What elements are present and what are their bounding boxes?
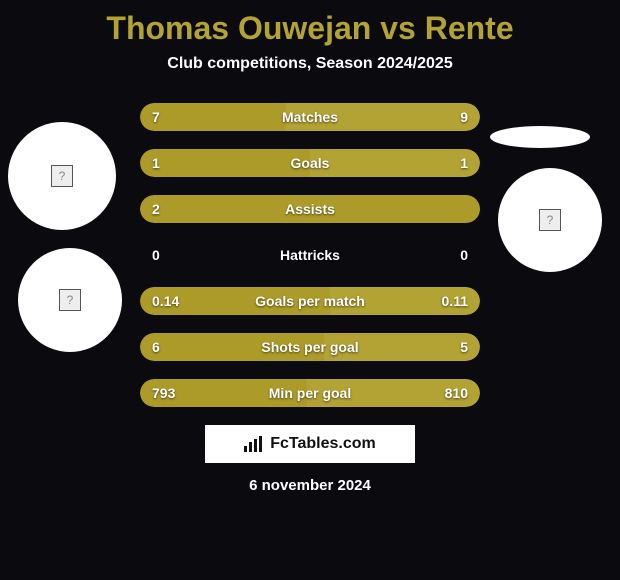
stat-row: 6 Shots per goal 5 <box>140 333 480 361</box>
footer-brand: FcTables.com <box>205 425 415 463</box>
stat-row: 2 Assists <box>140 195 480 223</box>
stat-value-left: 0.14 <box>152 293 179 309</box>
stats-container: 7 Matches 9 1 Goals 1 2 Assists 0 Hattricks 0 0.14 G… <box>140 103 480 407</box>
stat-row: 0.14 Goals per match 0.11 <box>140 287 480 315</box>
stat-value-left: 2 <box>152 201 160 217</box>
stat-value-left: 7 <box>152 109 160 125</box>
decorative-ellipse <box>490 126 590 148</box>
page-subtitle: Club competitions, Season 2024/2025 <box>0 55 620 73</box>
stat-value-right: 1 <box>460 155 468 171</box>
stat-value-left: 1 <box>152 155 160 171</box>
stat-row: 793 Min per goal 810 <box>140 379 480 407</box>
stat-value-right: 810 <box>445 385 468 401</box>
stat-label: Goals <box>291 155 330 171</box>
stat-bar-right <box>310 149 480 177</box>
stat-value-right: 5 <box>460 339 468 355</box>
stat-value-left: 6 <box>152 339 160 355</box>
stat-row: 0 Hattricks 0 <box>140 241 480 269</box>
stat-bar-left <box>140 149 310 177</box>
player-photo-left-top: ? <box>8 122 116 230</box>
chart-icon <box>244 436 264 452</box>
stat-bar-left <box>140 103 286 131</box>
player-photo-right: ? <box>498 168 602 272</box>
stat-value-right: 0 <box>460 247 468 263</box>
stat-label: Min per goal <box>269 385 351 401</box>
stat-row: 1 Goals 1 <box>140 149 480 177</box>
image-placeholder-icon: ? <box>51 165 73 187</box>
image-placeholder-icon: ? <box>539 209 561 231</box>
stat-label: Hattricks <box>280 247 340 263</box>
stat-label: Matches <box>282 109 338 125</box>
stat-label: Shots per goal <box>261 339 358 355</box>
player-photo-left-bottom: ? <box>18 248 122 352</box>
footer-brand-text: FcTables.com <box>270 435 376 453</box>
stat-label: Goals per match <box>255 293 365 309</box>
image-placeholder-icon: ? <box>59 289 81 311</box>
footer-date: 6 november 2024 <box>0 477 620 494</box>
stat-row: 7 Matches 9 <box>140 103 480 131</box>
stat-value-left: 793 <box>152 385 175 401</box>
stat-value-right: 0.11 <box>442 293 468 309</box>
stat-value-left: 0 <box>152 247 160 263</box>
stat-value-right: 9 <box>460 109 468 125</box>
stat-label: Assists <box>285 201 335 217</box>
page-title: Thomas Ouwejan vs Rente <box>0 0 620 47</box>
